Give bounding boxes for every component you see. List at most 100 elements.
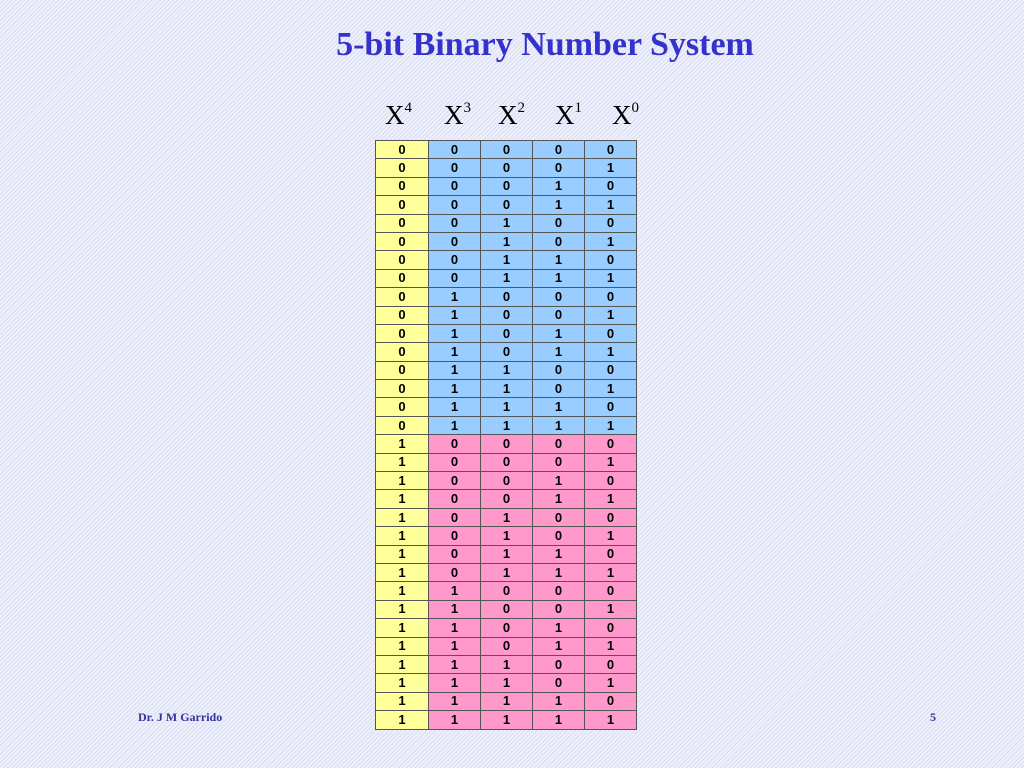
bit-cell-x0: 1 [584,599,637,620]
bit-cell-x2: 0 [480,618,533,638]
bit-cell-x0: 0 [584,323,637,344]
bit-cell-x0: 0 [584,654,637,675]
bit-cell-x1: 0 [532,507,585,528]
bit-cell-x3: 0 [428,507,481,528]
bit-cell-x1: 0 [532,452,585,473]
bit-cell-x0: 1 [584,673,637,693]
bit-cell-x2: 0 [480,323,533,344]
bit-cell-x3: 0 [428,268,481,289]
bit-cell-x1: 0 [532,287,585,307]
bit-cell-x1: 1 [532,397,585,417]
bit-cell-x3: 1 [428,654,481,675]
bit-cell-x0: 1 [584,526,637,546]
bit-cell-x2: 0 [480,452,533,473]
bit-cell-x2: 1 [480,213,533,233]
bit-cell-x2: 1 [480,415,533,436]
bit-cell-x4: 1 [375,434,429,454]
bit-cell-x1: 0 [532,673,585,693]
bit-cell-x3: 0 [428,231,481,252]
bit-cell-x1: 0 [532,599,585,620]
bit-cell-x2: 0 [480,489,533,509]
bit-cell-x1: 1 [532,342,585,362]
bit-cell-x0: 0 [584,471,637,491]
bit-cell-x1: 0 [532,379,585,399]
bit-cell-x3: 0 [428,139,481,160]
column-header-x1: X1 [555,100,582,130]
bit-cell-x4: 0 [375,231,429,252]
bit-cell-x3: 1 [428,305,481,325]
bit-cell-x1: 0 [532,654,585,675]
bit-cell-x0: 0 [584,360,637,381]
bit-cell-x0: 1 [584,195,637,215]
bit-cell-x3: 1 [428,710,481,730]
bit-cell-x3: 1 [428,636,481,656]
bit-cell-x2: 1 [480,544,533,564]
bit-cell-x4: 1 [375,489,429,509]
bit-cell-x2: 0 [480,139,533,160]
bit-cell-x3: 1 [428,397,481,417]
bit-cell-x2: 0 [480,342,533,362]
bit-cell-x2: 0 [480,599,533,620]
bit-cell-x1: 1 [532,489,585,509]
bit-cell-x0: 1 [584,710,637,730]
bit-cell-x3: 1 [428,599,481,620]
bit-cell-x1: 1 [532,618,585,638]
bit-cell-x0: 0 [584,250,637,270]
bit-cell-x1: 0 [532,434,585,454]
bit-cell-x1: 0 [532,139,585,160]
bit-cell-x1: 1 [532,268,585,289]
bit-cell-x1: 1 [532,250,585,270]
bit-cell-x3: 0 [428,176,481,197]
bit-cell-x4: 0 [375,268,429,289]
bit-cell-x4: 1 [375,471,429,491]
bit-cell-x0: 1 [584,452,637,473]
bit-cell-x2: 1 [480,507,533,528]
column-header-x0: X0 [612,100,639,130]
bit-cell-x4: 1 [375,599,429,620]
bit-cell-x4: 1 [375,654,429,675]
bit-cell-x4: 0 [375,287,429,307]
bit-cell-x4: 0 [375,250,429,270]
bit-cell-x2: 1 [480,710,533,730]
bit-cell-x2: 0 [480,434,533,454]
bit-cell-x4: 0 [375,415,429,436]
bit-cell-x0: 1 [584,342,637,362]
bit-cell-x0: 1 [584,231,637,252]
bit-cell-x0: 1 [584,489,637,509]
bit-cell-x0: 1 [584,268,637,289]
bit-cell-x4: 1 [375,581,429,601]
bit-cell-x4: 1 [375,710,429,730]
column-header-x4: X4 [385,100,412,130]
bit-cell-x0: 0 [584,287,637,307]
bit-cell-x3: 0 [428,544,481,564]
bit-cell-x2: 0 [480,158,533,178]
bit-cell-x2: 0 [480,287,533,307]
bit-cell-x3: 1 [428,581,481,601]
bit-cell-x2: 0 [480,581,533,601]
bit-cell-x0: 0 [584,581,637,601]
bit-cell-x3: 1 [428,379,481,399]
bit-cell-x4: 1 [375,507,429,528]
bit-cell-x0: 0 [584,691,637,712]
bit-cell-x1: 1 [532,415,585,436]
bit-cell-x3: 1 [428,673,481,693]
bit-cell-x3: 0 [428,471,481,491]
